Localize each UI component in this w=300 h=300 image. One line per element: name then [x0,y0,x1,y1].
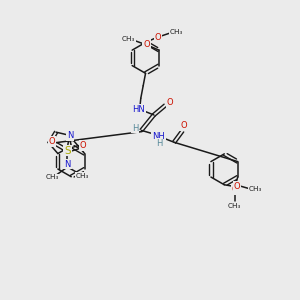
Text: H: H [156,139,162,148]
Text: N: N [64,160,71,169]
Text: O: O [49,137,55,146]
Text: O: O [167,98,173,107]
Text: CH₃: CH₃ [170,29,183,35]
Text: CH₃: CH₃ [46,174,59,180]
Text: HN: HN [132,105,145,114]
Text: S: S [64,146,71,156]
Text: CH₃: CH₃ [248,186,262,192]
Text: NH: NH [152,132,165,141]
Text: O: O [155,33,161,42]
Text: O: O [80,141,86,150]
Text: O: O [231,185,238,194]
Text: O: O [233,182,240,191]
Text: O: O [180,121,187,130]
Text: CH₃: CH₃ [76,173,89,179]
Text: H: H [132,124,138,133]
Text: N: N [67,131,73,140]
Text: CH₃: CH₃ [121,36,135,42]
Text: CH₃: CH₃ [228,203,242,209]
Text: O: O [143,40,150,49]
